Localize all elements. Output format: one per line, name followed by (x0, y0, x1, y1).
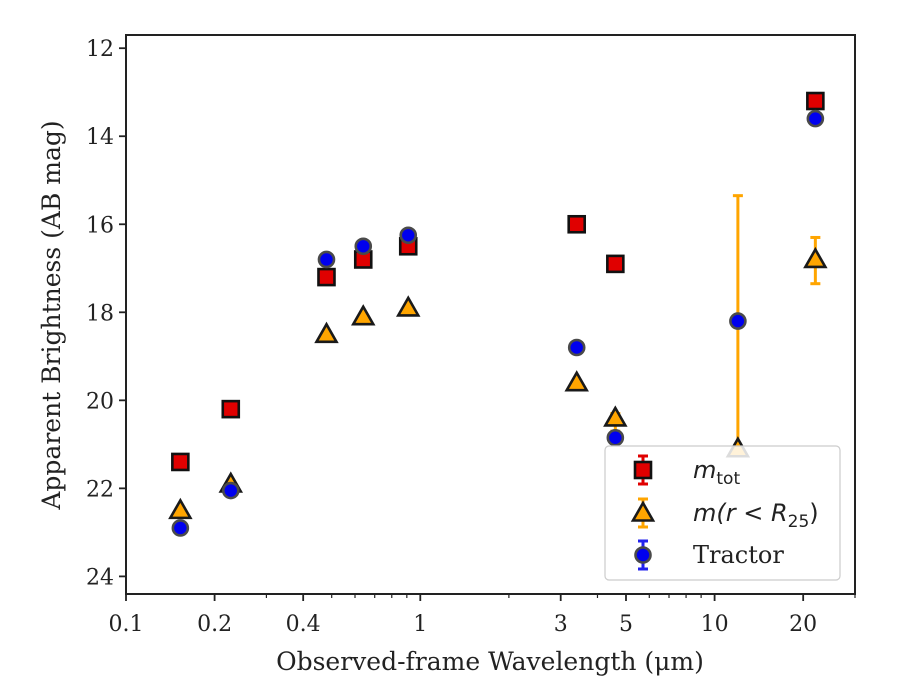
legend-entry: m(r < R25) (630, 497, 819, 532)
data-point (803, 246, 828, 269)
y-tick-label: 18 (86, 301, 114, 326)
y-axis-label: Apparent Brightness (AB mag) (37, 120, 66, 510)
data-point (171, 519, 190, 537)
legend-label: mtot (693, 456, 740, 489)
data-point (395, 295, 421, 317)
plot-frame (125, 34, 856, 595)
data-point (564, 370, 589, 392)
legend-marker (630, 500, 656, 522)
x-tick-label: 0.1 (109, 612, 144, 637)
y-tick-label: 12 (86, 37, 114, 62)
legend: mtot m(r < R25) Tractor (604, 445, 841, 581)
x-tick-label: 1 (413, 612, 427, 637)
data-point (399, 226, 418, 245)
y-tick-label: 14 (86, 125, 114, 150)
x-axis-label: Observed-frame Wavelength (μm) (276, 647, 704, 676)
legend-label: m(r < R25) (693, 499, 819, 532)
data-point (729, 312, 747, 330)
data-point (354, 237, 373, 256)
y-tick-label: 24 (86, 565, 114, 590)
legend-box (604, 445, 841, 581)
data-point (606, 428, 625, 447)
y-tick-label: 16 (86, 213, 114, 238)
data-point (806, 91, 825, 111)
y-tick-label: 22 (86, 477, 114, 502)
data-point (567, 338, 586, 357)
data-point (221, 399, 241, 419)
x-tick-label: 20 (789, 612, 817, 637)
x-tick-label: 3 (554, 612, 568, 637)
data-point (314, 321, 339, 344)
data-point (351, 304, 376, 326)
circle-series (171, 109, 825, 537)
x-tick-label: 0.4 (286, 612, 321, 637)
legend-marker (634, 546, 652, 564)
axes: 0.1 0.2 0.4 1 3 5 10 20 12 14 16 18 20 22 24 (86, 34, 856, 637)
x-tick-label: 10 (701, 612, 729, 637)
x-tick-label: 5 (619, 612, 633, 637)
data-point (317, 267, 336, 287)
legend-entry: Tractor (634, 539, 784, 571)
x-tick-label: 0.2 (197, 612, 232, 637)
data-point (603, 405, 628, 427)
square-series (171, 91, 825, 472)
legend-label: Tractor (693, 541, 784, 569)
legend-entry: mtot (633, 454, 740, 489)
data-point (567, 214, 587, 234)
data-point (171, 452, 190, 472)
y-tick-label: 20 (86, 389, 114, 414)
data-point (606, 254, 625, 274)
data-point (806, 109, 825, 128)
data-point (168, 497, 193, 520)
data-point (221, 481, 240, 500)
legend-marker (633, 460, 653, 480)
data-point (317, 250, 336, 269)
